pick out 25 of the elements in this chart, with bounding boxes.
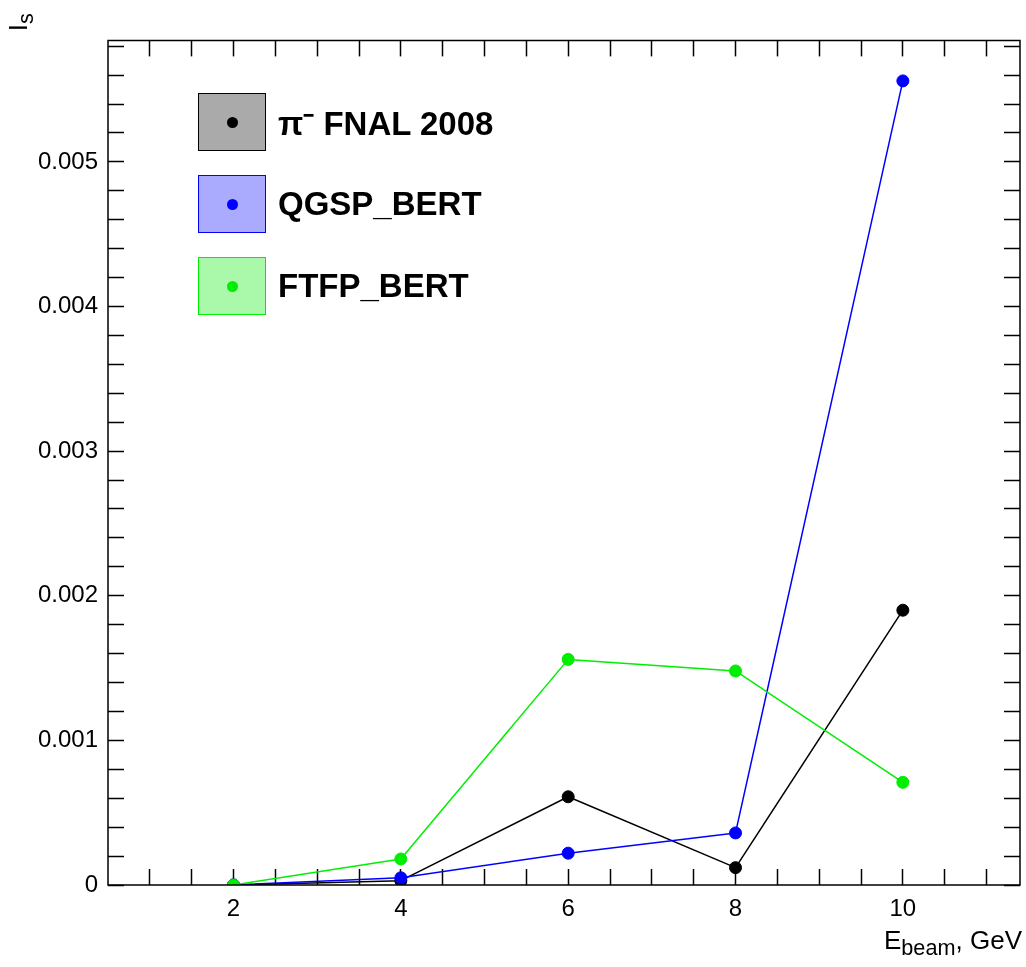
y-tick-label: 0.001: [37, 725, 98, 752]
legend-label: QGSP_BERT: [278, 185, 482, 223]
legend-label: π⁻ FNAL 2008: [278, 103, 494, 144]
y-tick-label: 0.004: [37, 291, 98, 319]
y-tick-label: 0: [84, 869, 98, 897]
point: [561, 846, 575, 860]
x-axis-title: E$_{beam}$, GeV: [883, 925, 1022, 962]
point: [394, 852, 408, 866]
point: [729, 826, 743, 840]
point: [896, 775, 910, 789]
y-tick-label: 0.005: [37, 146, 98, 174]
point: [561, 652, 575, 666]
point: [561, 790, 575, 804]
point: [896, 603, 910, 617]
y-tick-label: 0.003: [37, 435, 98, 463]
point: [729, 861, 743, 875]
x-tick-label: 2: [226, 894, 241, 922]
x-tick-label: 6: [561, 894, 575, 922]
x-tick-label: 4: [394, 894, 408, 922]
legend-label: FTFP_BERT: [278, 267, 469, 305]
point: [896, 74, 910, 88]
y-tick-label: 0.002: [37, 580, 98, 608]
point: [729, 664, 743, 678]
x-tick-label: 10: [889, 894, 917, 922]
x-tick-label: 8: [728, 894, 743, 922]
